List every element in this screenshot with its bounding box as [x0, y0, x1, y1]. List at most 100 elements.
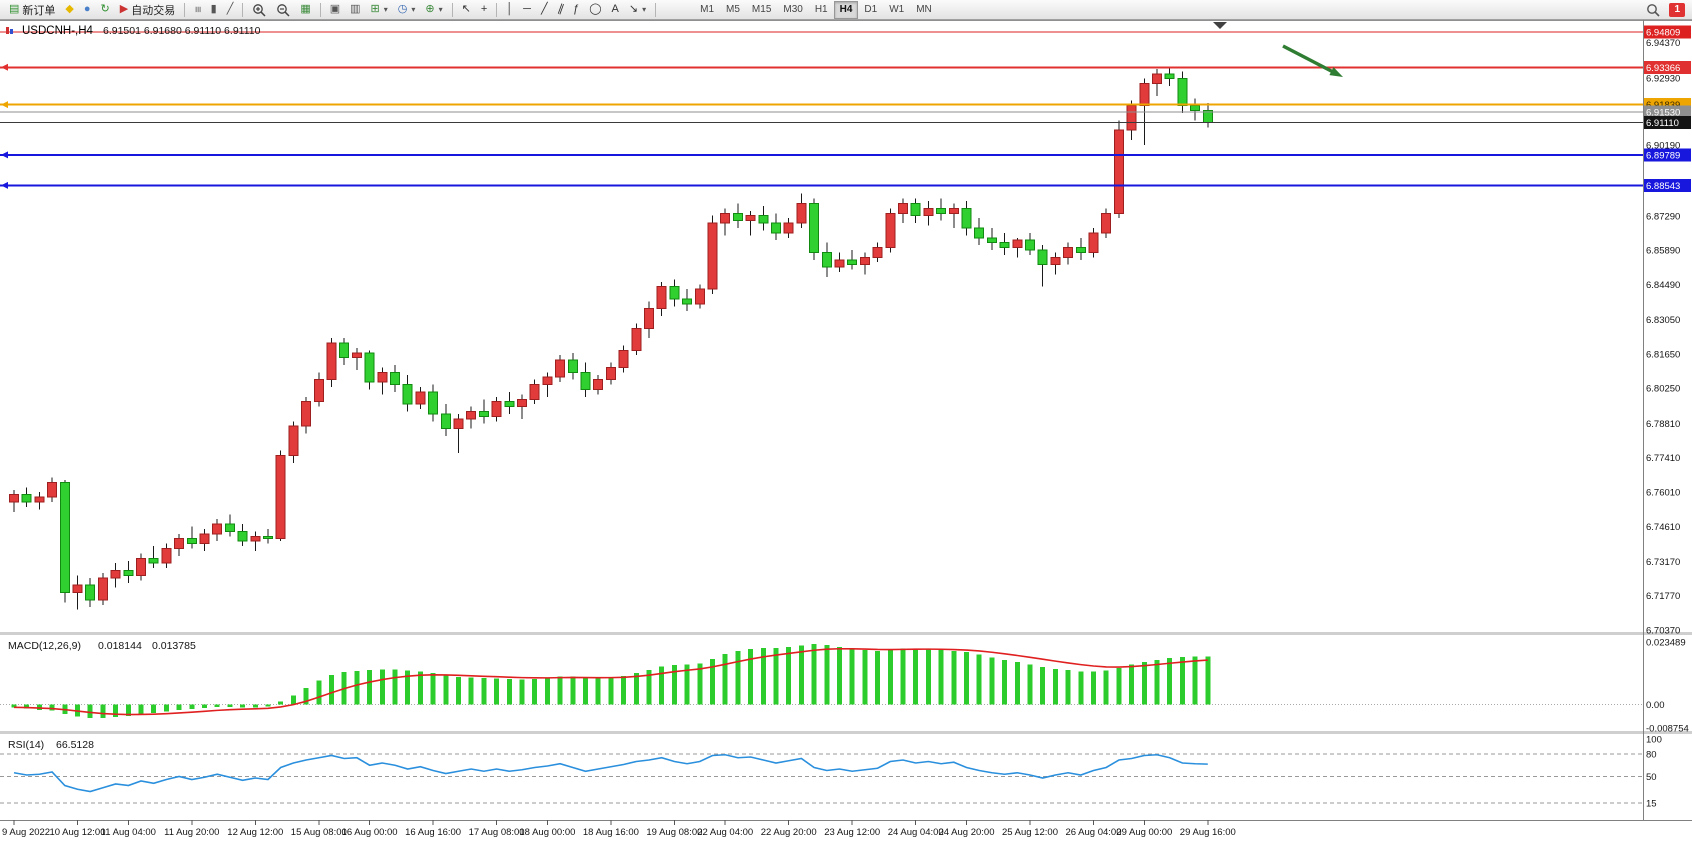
- svg-text:80: 80: [1646, 750, 1657, 761]
- timeframe-m5-button[interactable]: M5: [720, 1, 746, 19]
- indicators-button[interactable]: ⊕ ▾: [420, 1, 447, 19]
- svg-text:18 Aug 16:00: 18 Aug 16:00: [583, 827, 639, 838]
- chart-window-icon: [6, 27, 13, 34]
- arrow-tools-button[interactable]: ↘ ▾: [624, 1, 651, 19]
- svg-text:6.94370: 6.94370: [1646, 38, 1680, 49]
- toolbar-separator: [496, 2, 498, 17]
- svg-text:6.80250: 6.80250: [1646, 384, 1680, 395]
- svg-text:6.71770: 6.71770: [1646, 591, 1680, 602]
- svg-text:24 Aug 04:00: 24 Aug 04:00: [888, 827, 944, 838]
- support-line-upper-anchor-icon: [1, 151, 8, 159]
- fibonacci-button[interactable]: ƒ: [568, 1, 584, 19]
- timeframe-mn-button[interactable]: MN: [910, 1, 938, 19]
- zoom-in-icon: [253, 3, 266, 17]
- new-order-button[interactable]: ▤ 新订单: [4, 1, 60, 19]
- pivot-line-anchor-icon: [1, 101, 8, 109]
- chart-title: USDCNH-,H4: [22, 25, 94, 37]
- svg-text:6.89789: 6.89789: [1646, 150, 1680, 161]
- cascade-windows-button[interactable]: ▣: [325, 1, 345, 19]
- svg-text:0.023489: 0.023489: [1646, 638, 1686, 649]
- svg-text:6.73170: 6.73170: [1646, 557, 1680, 568]
- line-chart-mode-button[interactable]: ╱: [222, 1, 239, 19]
- macd-signal-line: [13, 647, 1208, 716]
- candlestick-mode-button[interactable]: ▮: [206, 1, 222, 19]
- horizontal-line-button[interactable]: ─: [518, 1, 536, 19]
- dropdown-caret-icon: ▾: [411, 5, 416, 14]
- trend-arrow-annotation[interactable]: [1282, 44, 1337, 76]
- timeframe-group: M1 M5 M15 M30 H1 H4 D1 W1 MN: [694, 0, 938, 19]
- svg-text:6.85890: 6.85890: [1646, 246, 1680, 257]
- svg-text:11 Aug 20:00: 11 Aug 20:00: [164, 827, 219, 838]
- timeframe-m15-button[interactable]: M15: [746, 1, 777, 19]
- timeframe-d1-button[interactable]: D1: [858, 1, 883, 19]
- rsi-line: [13, 753, 1208, 793]
- arrange-windows-button[interactable]: ▥: [345, 1, 365, 19]
- timeframe-m1-button[interactable]: M1: [694, 1, 720, 19]
- zoom-out-button[interactable]: [271, 1, 295, 19]
- equidistant-channel-button[interactable]: ∥: [553, 1, 569, 19]
- zoom-in-button[interactable]: [247, 1, 271, 19]
- svg-text:15 Aug 08:00: 15 Aug 08:00: [291, 827, 347, 838]
- text-icon: A: [611, 3, 619, 15]
- user-profile-icon: ●: [83, 3, 91, 15]
- macd-main-value: 0.018144: [98, 640, 142, 652]
- dropdown-caret-icon: ▾: [383, 5, 388, 14]
- arrow-tools-icon: ↘: [628, 3, 639, 15]
- candles-layer: [9, 66, 1213, 610]
- search-icon: [1647, 3, 1661, 17]
- refresh-icon: ↻: [100, 3, 110, 15]
- resistance-line-price-box: [1644, 60, 1691, 74]
- notification-badge[interactable]: 1: [1669, 2, 1685, 17]
- rsi-pane-divider[interactable]: [0, 731, 1692, 734]
- period-icon: ◷: [397, 3, 408, 15]
- svg-text:26 Aug 04:00: 26 Aug 04:00: [1066, 827, 1122, 838]
- shapes-button[interactable]: ◯: [584, 1, 606, 19]
- trendline-icon: ╱: [540, 3, 548, 15]
- vertical-line-button[interactable]: │: [501, 1, 518, 19]
- chart-shift-marker[interactable]: [1213, 22, 1227, 29]
- candlestick-mode-icon: ▮: [210, 3, 217, 15]
- svg-text:6.88543: 6.88543: [1646, 181, 1680, 192]
- support-line-upper-price-box: [1644, 148, 1691, 162]
- text-button[interactable]: A: [607, 1, 624, 19]
- cursor-icon: ↖: [461, 3, 471, 15]
- timeframe-h1-button[interactable]: H1: [809, 1, 834, 19]
- svg-text:17 Aug 08:00: 17 Aug 08:00: [469, 827, 525, 838]
- autotrading-button[interactable]: ▶ 自动交易: [115, 1, 180, 19]
- trend-arrow-head-icon: [1329, 67, 1343, 77]
- ask-line-price-box: [1644, 105, 1691, 119]
- new-chart-button[interactable]: ⊞ ▾: [366, 1, 393, 19]
- user-profile-button[interactable]: ●: [79, 1, 96, 19]
- svg-text:22 Aug 04:00: 22 Aug 04:00: [697, 827, 753, 838]
- cursor-button[interactable]: ↖: [457, 1, 476, 19]
- new-order-icon: ▤: [9, 3, 20, 15]
- svg-text:23 Aug 12:00: 23 Aug 12:00: [824, 827, 880, 838]
- bar-chart-mode-button[interactable]: ≡: [189, 1, 205, 19]
- autotrading-icon: ▶: [119, 3, 129, 15]
- timeframe-m30-button[interactable]: M30: [777, 1, 808, 19]
- svg-text:6.74610: 6.74610: [1646, 522, 1680, 533]
- tile-windows-button[interactable]: ▦: [295, 1, 315, 19]
- svg-text:22 Aug 20:00: 22 Aug 20:00: [761, 827, 817, 838]
- chart-canvas[interactable]: 6.94370 6.92930 6.90190 6.87290 6.85890 6.844…: [0, 20, 1692, 843]
- svg-text:6.94809: 6.94809: [1646, 28, 1680, 39]
- toolbar-separator: [184, 2, 186, 17]
- trendline-button[interactable]: ╱: [536, 1, 553, 19]
- period-button[interactable]: ◷ ▾: [393, 1, 421, 19]
- svg-text:29 Aug 00:00: 29 Aug 00:00: [1116, 827, 1172, 838]
- crosshair-button[interactable]: +: [476, 1, 492, 19]
- timeframe-h4-button[interactable]: H4: [833, 0, 859, 19]
- mql5-community-icon: ◆: [65, 3, 74, 15]
- toolbar-right-group: 1: [1644, 1, 1688, 19]
- svg-text:16 Aug 00:00: 16 Aug 00:00: [342, 827, 398, 838]
- macd-pane-divider[interactable]: [0, 632, 1692, 635]
- timeframe-w1-button[interactable]: W1: [883, 1, 910, 19]
- svg-text:18 Aug 00:00: 18 Aug 00:00: [519, 827, 575, 838]
- support-line-lower-anchor-icon: [1, 181, 8, 189]
- refresh-button[interactable]: ↻: [96, 1, 115, 19]
- rsi-value: 66.5128: [56, 739, 94, 751]
- svg-text:25 Aug 12:00: 25 Aug 12:00: [1002, 827, 1058, 838]
- mql5-community-button[interactable]: ◆: [60, 1, 78, 19]
- search-button[interactable]: [1644, 1, 1662, 19]
- svg-text:6.91839: 6.91839: [1646, 100, 1680, 111]
